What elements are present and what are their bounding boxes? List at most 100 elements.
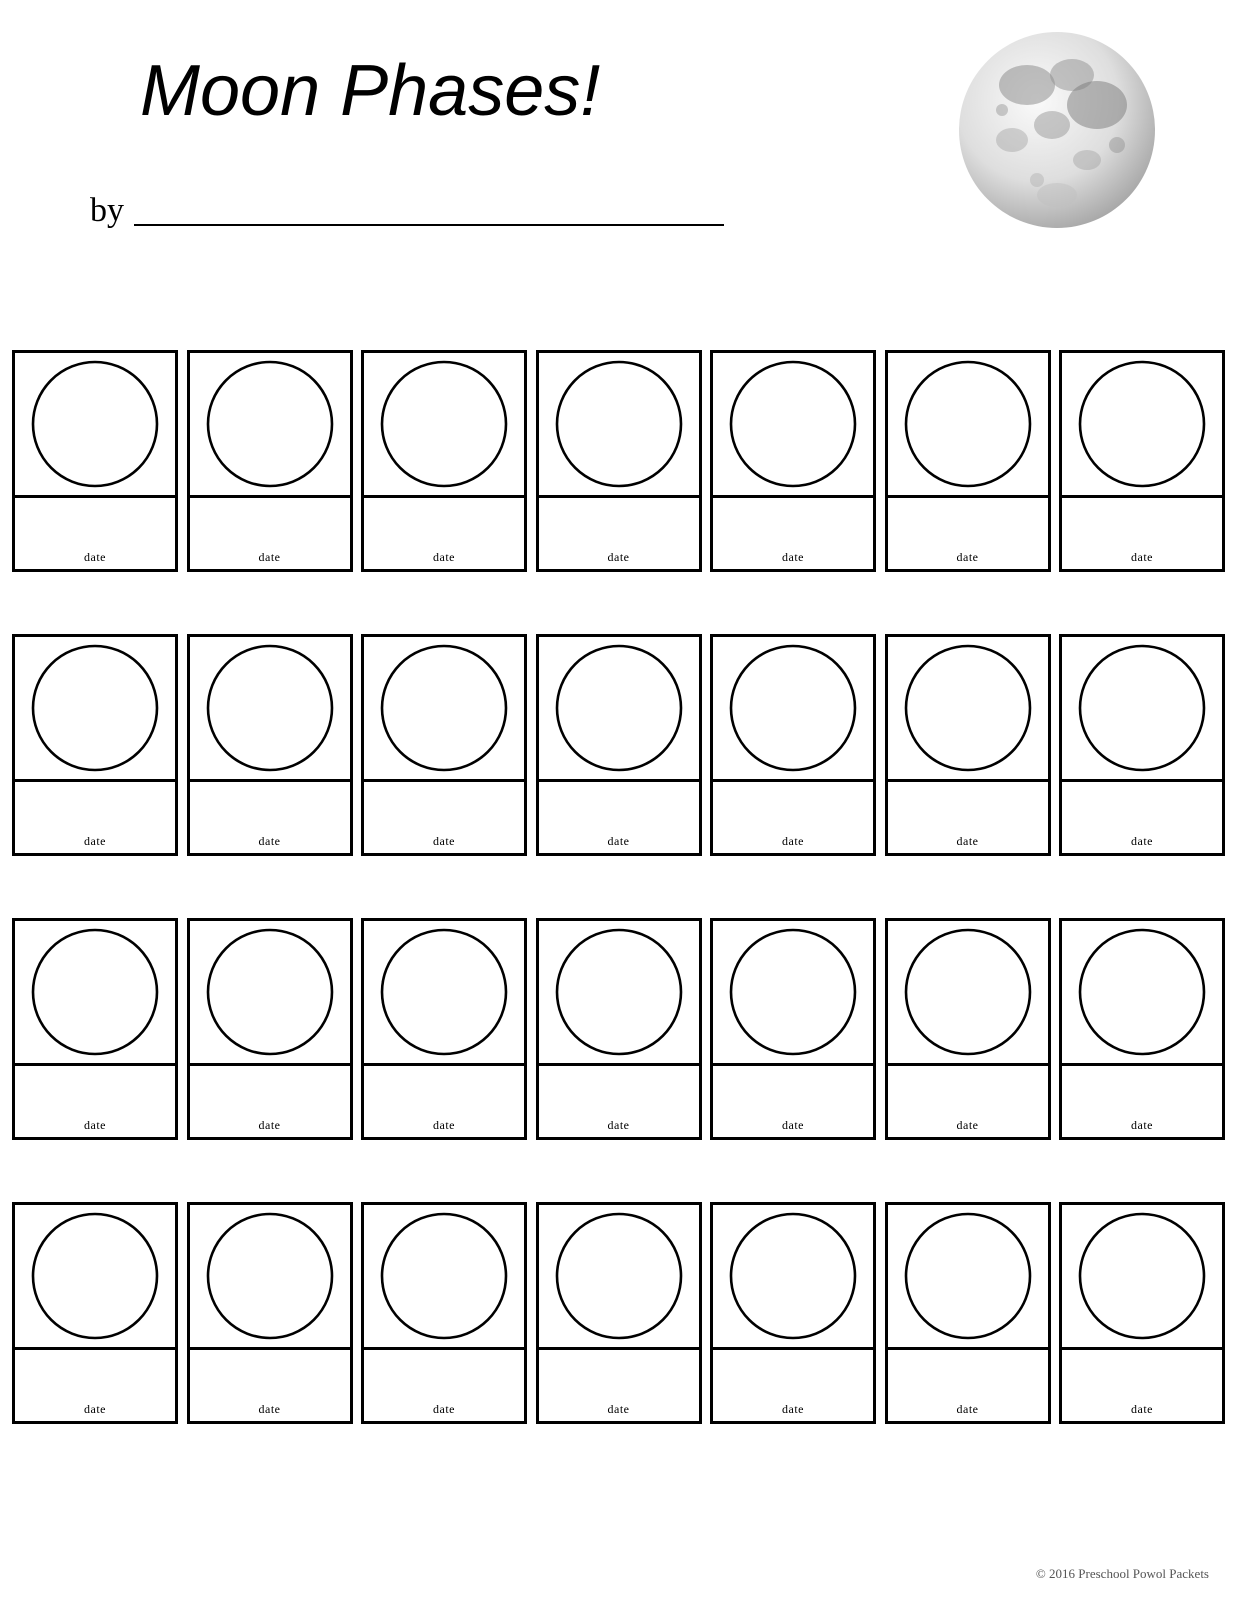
moon-drawing-area[interactable] [190,921,350,1066]
moon-drawing-area[interactable] [364,353,524,498]
moon-drawing-area[interactable] [539,1205,699,1350]
moon-drawing-area[interactable] [364,1205,524,1350]
date-label: date [190,1118,350,1133]
copyright-footer: © 2016 Preschool Powol Packets [1036,1566,1209,1582]
moon-drawing-area[interactable] [1062,921,1222,1066]
moon-drawing-area[interactable] [1062,353,1222,498]
date-entry-area[interactable]: date [539,1066,699,1137]
date-entry-area[interactable]: date [713,1350,873,1421]
moon-drawing-area[interactable] [713,1205,873,1350]
moon-phase-card[interactable]: date [187,918,353,1140]
moon-phase-card[interactable]: date [187,350,353,572]
moon-phase-card[interactable]: date [710,1202,876,1424]
moon-drawing-area[interactable] [539,353,699,498]
moon-circle-icon [727,1210,859,1342]
moon-phase-card[interactable]: date [12,1202,178,1424]
date-entry-area[interactable]: date [15,1350,175,1421]
moon-drawing-area[interactable] [1062,637,1222,782]
date-entry-area[interactable]: date [364,498,524,569]
moon-phase-card[interactable]: date [710,634,876,856]
moon-phase-card[interactable]: date [12,350,178,572]
date-entry-area[interactable]: date [713,498,873,569]
date-entry-area[interactable]: date [15,782,175,853]
date-entry-area[interactable]: date [1062,782,1222,853]
moon-phase-card[interactable]: date [885,1202,1051,1424]
moon-drawing-area[interactable] [190,637,350,782]
date-entry-area[interactable]: date [364,782,524,853]
date-entry-area[interactable]: date [1062,1350,1222,1421]
moon-phase-card[interactable]: date [885,918,1051,1140]
date-entry-area[interactable]: date [190,1350,350,1421]
date-entry-area[interactable]: date [713,782,873,853]
date-entry-area[interactable]: date [539,1350,699,1421]
date-entry-area[interactable]: date [888,1066,1048,1137]
moon-drawing-area[interactable] [888,1205,1048,1350]
moon-phase-card[interactable]: date [885,634,1051,856]
moon-drawing-area[interactable] [15,1205,175,1350]
moon-phase-card[interactable]: date [12,634,178,856]
name-input-line[interactable] [134,224,724,226]
moon-drawing-area[interactable] [190,1205,350,1350]
date-label: date [888,550,1048,565]
date-label: date [15,1402,175,1417]
moon-drawing-area[interactable] [15,637,175,782]
moon-circle-icon [204,1210,336,1342]
moon-circle-icon [902,926,1034,1058]
moon-phase-card[interactable]: date [1059,634,1225,856]
moon-drawing-area[interactable] [364,637,524,782]
date-entry-area[interactable]: date [888,498,1048,569]
date-entry-area[interactable]: date [1062,1066,1222,1137]
moon-drawing-area[interactable] [364,921,524,1066]
moon-drawing-area[interactable] [888,353,1048,498]
moon-drawing-area[interactable] [539,637,699,782]
date-entry-area[interactable]: date [15,498,175,569]
moon-phase-card[interactable]: date [1059,350,1225,572]
moon-phase-card[interactable]: date [536,634,702,856]
moon-phase-card[interactable]: date [1059,1202,1225,1424]
date-entry-area[interactable]: date [190,782,350,853]
date-entry-area[interactable]: date [888,782,1048,853]
moon-phase-card[interactable]: date [187,634,353,856]
moon-drawing-area[interactable] [713,921,873,1066]
moon-circle-icon [204,358,336,490]
moon-phase-card[interactable]: date [361,1202,527,1424]
moon-drawing-area[interactable] [15,353,175,498]
moon-phase-card[interactable]: date [536,1202,702,1424]
moon-phase-card[interactable]: date [710,350,876,572]
date-entry-area[interactable]: date [539,782,699,853]
date-label: date [15,550,175,565]
date-entry-area[interactable]: date [15,1066,175,1137]
grid-row: datedatedatedatedatedatedate [12,350,1225,572]
moon-circle-icon [204,642,336,774]
moon-drawing-area[interactable] [888,637,1048,782]
moon-phase-card[interactable]: date [536,350,702,572]
date-entry-area[interactable]: date [713,1066,873,1137]
moon-phase-card[interactable]: date [361,634,527,856]
date-label: date [539,834,699,849]
moon-drawing-area[interactable] [15,921,175,1066]
date-entry-area[interactable]: date [364,1066,524,1137]
moon-phase-card[interactable]: date [1059,918,1225,1140]
date-entry-area[interactable]: date [888,1350,1048,1421]
moon-drawing-area[interactable] [1062,1205,1222,1350]
moon-circle-icon [727,358,859,490]
moon-phase-card[interactable]: date [536,918,702,1140]
moon-drawing-area[interactable] [713,637,873,782]
moon-phase-card[interactable]: date [12,918,178,1140]
date-entry-area[interactable]: date [539,498,699,569]
moon-phase-grid: datedatedatedatedatedatedatedatedatedate… [0,320,1237,1424]
moon-phase-card[interactable]: date [361,918,527,1140]
date-entry-area[interactable]: date [1062,498,1222,569]
moon-phase-card[interactable]: date [187,1202,353,1424]
date-entry-area[interactable]: date [190,1066,350,1137]
moon-phase-card[interactable]: date [710,918,876,1140]
date-entry-area[interactable]: date [364,1350,524,1421]
moon-drawing-area[interactable] [539,921,699,1066]
moon-drawing-area[interactable] [888,921,1048,1066]
moon-phase-card[interactable]: date [885,350,1051,572]
moon-phase-card[interactable]: date [361,350,527,572]
date-entry-area[interactable]: date [190,498,350,569]
moon-drawing-area[interactable] [713,353,873,498]
moon-circle-icon [727,642,859,774]
moon-drawing-area[interactable] [190,353,350,498]
